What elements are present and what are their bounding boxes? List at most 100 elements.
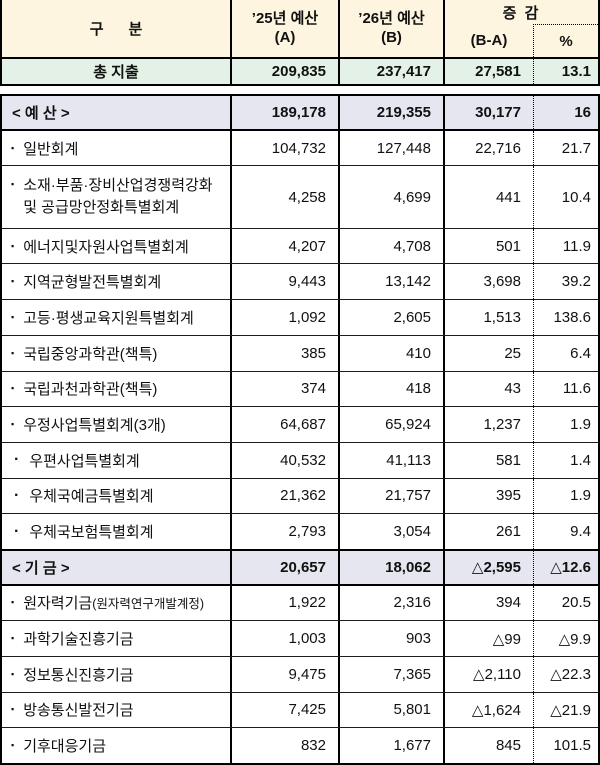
- row-label: 과학기술진흥기금: [23, 631, 134, 649]
- row-category-cell: < 기 금 >: [2, 551, 230, 584]
- square-bullet-icon: ▪: [11, 142, 15, 153]
- row-change-pct: 11.9: [533, 228, 598, 264]
- row-change-abs: 43: [443, 371, 533, 407]
- row-budget-2025: 189,178: [230, 96, 338, 129]
- square-bullet-icon: ▪: [11, 419, 15, 429]
- row-label: 소재·부품·장비산업경쟁력강화: [23, 177, 213, 195]
- square-bullet-icon: ▪: [11, 276, 15, 287]
- square-bullet-icon: ▪: [11, 383, 15, 394]
- table-row: ▪ 일반회계 104,732 127,448 22,716 21.7: [2, 130, 598, 166]
- square-bullet-icon: ▪: [11, 311, 15, 322]
- row-category-cell: ▪ 국립과천과학관(책특): [2, 372, 230, 407]
- header-change-abs: (B-A): [443, 24, 533, 57]
- square-bullet-icon: ▪: [11, 740, 15, 751]
- row-label: 우편사업특별회계: [29, 452, 140, 470]
- square-bullet-icon: ▪: [11, 633, 15, 644]
- row-change-abs: 845: [443, 728, 533, 763]
- total-change-pct: 13.1: [533, 59, 598, 84]
- row-budget-2025: 2,793: [230, 514, 338, 549]
- row-category-cell: ▪ 고등·평생교육지원특별회계: [2, 300, 230, 335]
- table-row: ▪ 고등·평생교육지원특별회계 1,092 2,605 1,513 138.6: [2, 299, 598, 335]
- table-row: ▪ 정보통신진흥기금 9,475 7,365 △2,110 △22.3: [2, 655, 598, 692]
- row-budget-2025: 832: [230, 728, 338, 763]
- row-label: 일반회계: [23, 140, 79, 158]
- row-label-line2: 및 공급망안정화특별회계: [23, 199, 180, 217]
- row-label: 우체국보험특별회계: [29, 524, 154, 542]
- row-change-abs: 581: [443, 442, 533, 478]
- row-budget-2025: 374: [230, 371, 338, 407]
- row-budget-2026: 219,355: [338, 96, 443, 129]
- row-category-cell: ▪ 일반회계: [2, 131, 230, 166]
- square-bullet-icon: ▪: [11, 597, 15, 608]
- square-bullet-icon: ▪: [11, 704, 15, 715]
- row-category-cell: ▪ 에너지및자원사업특별회계: [2, 229, 230, 264]
- total-change-abs: 27,581: [443, 59, 533, 84]
- row-budget-2025: 385: [230, 335, 338, 371]
- row-category-cell: ▪ 방송통신발전기금: [2, 693, 230, 728]
- row-change-pct: 6.4: [533, 335, 598, 371]
- table-row: ▪ 기후대응기금 832 1,677 845 101.5: [2, 727, 598, 763]
- table-row: · 우체국예금특별회계 21,362 21,757 395 1.9: [2, 477, 598, 514]
- row-budget-2026: 7,365: [338, 656, 443, 692]
- row-category-cell: ▪ 원자력기금 (원자력연구개발계정): [2, 586, 230, 621]
- row-label-suffix: (원자력연구개발계정): [92, 597, 205, 612]
- row-change-pct: 16: [533, 96, 598, 129]
- row-budget-2025: 20,657: [230, 550, 338, 584]
- total-budget-2025: 209,835: [230, 59, 338, 84]
- row-budget-2026: 127,448: [338, 130, 443, 166]
- row-budget-2026: 18,062: [338, 550, 443, 584]
- row-label: 우정사업특별회계(3개): [23, 417, 166, 434]
- row-change-pct: 1.9: [533, 478, 598, 514]
- row-budget-2026: 418: [338, 371, 443, 407]
- budget-table-header-block: 구 분 ’25년 예산 (A) ’26년 예산 (B) 증 감 (B-A) % …: [0, 0, 600, 86]
- row-category-cell: ▪ 정보통신진흥기금: [2, 657, 230, 692]
- total-budget-2026: 237,417: [338, 59, 443, 84]
- table-row: ▪ 지역균형발전특별회계 9,443 13,142 3,698 39.2: [2, 263, 598, 300]
- table-row: · 우편사업특별회계 40,532 41,113 581 1.4: [2, 441, 598, 478]
- dot-bullet-icon: ·: [14, 486, 20, 504]
- total-label: 총 지출: [93, 64, 139, 81]
- row-category-cell: < 예 산 >: [2, 96, 230, 129]
- row-change-abs: 261: [443, 514, 533, 549]
- row-change-abs: 25: [443, 335, 533, 371]
- budget-table-body-block: < 예 산 > 189,178 219,355 30,177 16 ▪ 일반회계 104,73…: [0, 94, 600, 765]
- row-budget-2025: 1,922: [230, 585, 338, 621]
- row-label: 방송통신발전기금: [23, 702, 134, 720]
- square-bullet-icon: ▪: [11, 240, 15, 251]
- row-change-abs: 395: [443, 478, 533, 514]
- row-change-pct: 21.7: [533, 130, 598, 166]
- square-bullet-icon: ▪: [11, 179, 15, 190]
- row-label: 국립과천과학관(책특): [23, 381, 158, 399]
- row-change-abs: △2,595: [443, 550, 533, 584]
- row-change-abs: 1,513: [443, 300, 533, 335]
- row-budget-2026: 41,113: [338, 442, 443, 478]
- row-budget-2026: 13,142: [338, 264, 443, 300]
- row-budget-2025: 9,475: [230, 656, 338, 692]
- row-change-abs: 22,716: [443, 130, 533, 166]
- row-budget-2026: 65,924: [338, 407, 443, 442]
- row-label: 정보통신진흥기금: [23, 666, 134, 684]
- table-row: ▪ 국립중앙과학관(책특) 385 410 25 6.4: [2, 334, 598, 371]
- row-change-pct: 20.5: [533, 585, 598, 621]
- header-budget-2026: ’26년 예산 (B): [338, 0, 443, 57]
- row-budget-2025: 7,425: [230, 692, 338, 728]
- row-label: < 기 금 >: [12, 559, 70, 577]
- dot-bullet-icon: ·: [14, 522, 20, 540]
- row-label: 에너지및자원사업특별회계: [23, 238, 189, 256]
- row-change-abs: △1,624: [443, 692, 533, 728]
- section-row: < 기 금 > 20,657 18,062 △2,595 △12.6: [2, 548, 598, 586]
- row-change-abs: △99: [443, 621, 533, 656]
- header-change-pct: %: [533, 24, 598, 57]
- row-change-abs: 30,177: [443, 96, 533, 129]
- table-row: ▪ 우정사업특별회계(3개) 64,687 65,924 1,237 1.9: [2, 406, 598, 442]
- header-category: 구 분: [89, 21, 143, 38]
- square-bullet-icon: ▪: [11, 668, 15, 679]
- header-budget-2025-sub: (A): [274, 28, 296, 46]
- table-row: ▪ 과학기술진흥기금 1,003 903 △99 △9.9: [2, 620, 598, 656]
- row-budget-2026: 1,677: [338, 728, 443, 763]
- row-category-cell: ▪ 기후대응기금: [2, 728, 230, 763]
- dot-bullet-icon: ·: [14, 451, 20, 469]
- row-change-abs: 3,698: [443, 264, 533, 300]
